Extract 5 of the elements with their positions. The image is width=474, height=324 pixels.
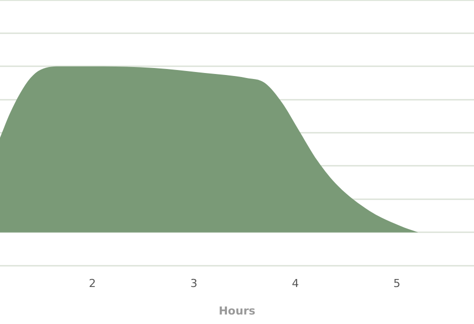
x-axis-title: Hours [218, 304, 256, 318]
x-tick-label: 4 [292, 277, 299, 290]
x-tick-label: 2 [88, 277, 96, 290]
x-tick-label: 3 [190, 277, 198, 290]
x-tick-label: 5 [393, 277, 400, 290]
